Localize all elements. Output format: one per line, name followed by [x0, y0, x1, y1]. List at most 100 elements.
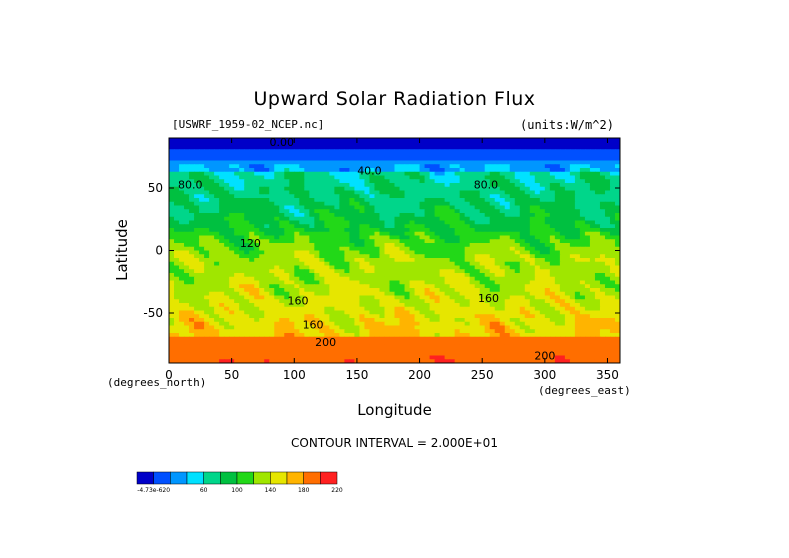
contour-cell	[469, 273, 476, 278]
contour-cell	[459, 269, 466, 274]
contour-cell	[179, 175, 185, 180]
contour-cell	[539, 306, 546, 312]
contour-cell	[444, 171, 451, 177]
contour-cell	[379, 303, 386, 308]
contour-cell	[274, 269, 280, 274]
contour-cell	[579, 228, 586, 233]
contour-cell	[284, 265, 290, 270]
contour-cell	[434, 306, 441, 312]
contour-cell	[449, 171, 456, 177]
contour-cell	[374, 284, 381, 289]
contour-cell	[519, 329, 526, 334]
contour-cell	[349, 288, 356, 293]
contour-cell	[589, 314, 596, 319]
contour-cell	[214, 254, 220, 259]
contour-cell	[274, 258, 280, 263]
contour-cell	[174, 194, 180, 199]
contour-cell	[589, 198, 596, 203]
contour-cell	[214, 156, 220, 162]
contour-cell	[559, 261, 566, 267]
contour-cell	[379, 171, 386, 177]
contour-cell	[289, 198, 295, 203]
contour-cell	[369, 284, 376, 289]
contour-cell	[419, 205, 426, 210]
contour-cell	[169, 246, 175, 252]
contour-cell	[224, 284, 230, 289]
contour-cell	[169, 145, 175, 150]
contour-cell	[589, 250, 596, 255]
contour-cell	[554, 220, 561, 225]
contour-cell	[429, 291, 436, 297]
contour-cell	[354, 340, 361, 345]
contour-cell	[269, 164, 275, 169]
contour-cell	[334, 254, 340, 259]
contour-cell	[494, 209, 501, 214]
contour-cell	[274, 198, 280, 203]
contour-cell	[464, 306, 471, 312]
contour-cell	[294, 280, 300, 285]
contour-cell	[394, 340, 401, 345]
contour-cell	[469, 295, 476, 300]
contour-cell	[549, 325, 556, 330]
contour-cell	[594, 288, 601, 293]
contour-cell	[344, 243, 350, 248]
contour-cell	[344, 153, 350, 158]
contour-cell	[539, 276, 546, 282]
contour-cell	[474, 235, 481, 240]
contour-cell	[329, 228, 335, 233]
contour-cell	[574, 141, 581, 147]
contour-cell	[224, 295, 230, 300]
contour-cell	[254, 141, 260, 147]
contour-cell	[334, 291, 340, 297]
contour-cell	[529, 198, 536, 203]
contour-cell	[504, 303, 511, 308]
contour-cell	[379, 258, 386, 263]
contour-cell	[534, 318, 541, 323]
contour-cell	[509, 213, 516, 218]
contour-cell	[324, 164, 330, 169]
contour-cell	[429, 265, 436, 270]
contour-cell	[574, 228, 581, 233]
contour-cell	[289, 243, 295, 248]
contour-cell	[589, 153, 596, 158]
contour-cell	[239, 276, 245, 282]
contour-cell	[344, 213, 350, 218]
contour-cell	[499, 340, 506, 345]
contour-cell	[444, 246, 451, 252]
contour-cell	[359, 239, 366, 244]
contour-cell	[264, 243, 270, 248]
contour-cell	[339, 179, 345, 184]
contour-cell	[474, 164, 481, 169]
contour-cell	[404, 175, 411, 180]
contour-cell	[344, 179, 350, 184]
contour-cell	[499, 190, 506, 195]
contour-cell	[229, 306, 235, 312]
contour-cell	[514, 254, 521, 259]
contour-cell	[394, 183, 401, 188]
contour-cell	[329, 258, 335, 263]
contour-cell	[169, 333, 175, 338]
contour-cell	[424, 284, 431, 289]
contour-cell	[454, 190, 461, 195]
contour-cell	[324, 306, 330, 312]
contour-cell	[559, 254, 566, 259]
contour-cell	[569, 306, 576, 312]
contour-cell	[479, 303, 486, 308]
contour-cell	[269, 228, 275, 233]
contour-cell	[174, 224, 180, 229]
contour-cell	[469, 310, 476, 315]
contour-cell	[319, 164, 325, 169]
contour-cell	[374, 273, 381, 278]
contour-cell	[459, 186, 466, 192]
contour-cell	[499, 336, 506, 342]
contour-cell	[234, 276, 240, 282]
contour-cell	[504, 168, 511, 173]
contour-cell	[404, 164, 411, 169]
contour-cell	[219, 231, 225, 237]
contour-cell	[244, 220, 250, 225]
contour-cell	[304, 201, 310, 207]
contour-cell	[514, 171, 521, 177]
contour-cell	[524, 336, 531, 342]
contour-cell	[594, 250, 601, 255]
contour-cell	[299, 168, 305, 173]
